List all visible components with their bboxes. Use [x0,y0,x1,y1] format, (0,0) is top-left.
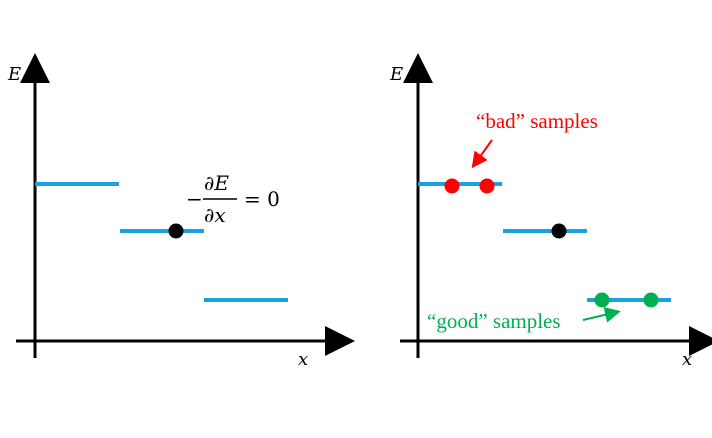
left-panel: E x − ∂E ∂x = 0 [7,53,355,370]
equation-rhs: = 0 [244,187,280,211]
good-sample-point [643,292,659,308]
right-x-axis-label: x [682,349,692,370]
equation-denominator: ∂x [204,203,226,227]
gradient-equation: − ∂E ∂x = 0 [186,171,280,227]
bad-samples-arrow [471,139,493,169]
left-y-axis-label: E [7,64,21,85]
good-sample-point [594,292,610,308]
stationary-point [551,223,567,239]
right-panel: E x “bad” samples “good” samples [389,53,712,370]
equation-minus: − [186,187,203,211]
stationary-point [168,223,184,239]
bad-samples-label: “bad” samples [476,109,598,133]
equation-numerator: ∂E [204,171,229,195]
good-samples-label: “good” samples [427,309,561,333]
right-y-axis-label: E [389,64,403,85]
good-samples-arrow [582,306,621,323]
bad-sample-point [479,178,495,194]
bad-sample-point [444,178,460,194]
left-x-axis-label: x [298,349,308,370]
